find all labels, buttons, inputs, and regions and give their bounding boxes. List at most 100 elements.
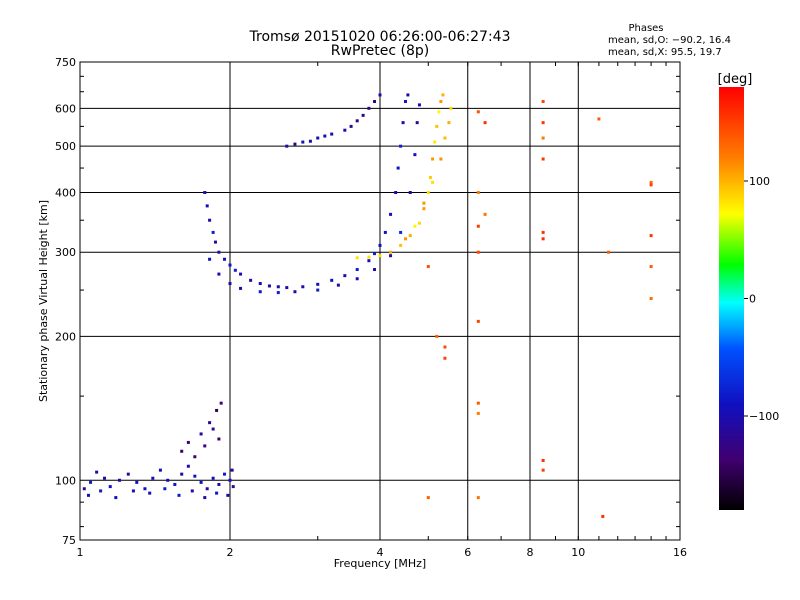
y-tick-label: 100 — [55, 474, 76, 487]
data-point — [213, 240, 217, 244]
data-point — [211, 230, 215, 234]
data-point — [383, 230, 387, 234]
data-point — [215, 408, 219, 412]
data-point — [173, 482, 177, 486]
data-point — [408, 190, 412, 194]
x-tick-label: 1 — [77, 546, 84, 559]
phase-stats-o: mean, sd,O: −90.2, 16.4 — [608, 35, 731, 46]
data-point — [114, 496, 118, 500]
data-point — [396, 166, 400, 170]
data-point — [230, 468, 234, 472]
data-point — [203, 496, 207, 500]
data-point — [399, 243, 403, 247]
data-point — [126, 472, 130, 476]
colorbar-tick-label: 100 — [749, 175, 770, 188]
data-point — [193, 455, 197, 459]
data-point — [367, 106, 371, 110]
data-point — [476, 319, 480, 323]
data-point — [439, 100, 443, 104]
data-point — [199, 480, 203, 484]
data-point — [293, 290, 297, 294]
data-point — [428, 175, 432, 179]
y-tick-label: 400 — [55, 186, 76, 199]
data-point — [378, 254, 382, 258]
data-point — [408, 234, 412, 238]
data-point — [437, 110, 441, 114]
y-tick-label: 500 — [55, 140, 76, 153]
data-point — [276, 291, 280, 295]
data-point — [131, 489, 135, 493]
data-point — [228, 478, 232, 482]
colorbar-gradient — [719, 87, 744, 510]
x-tick-label: 16 — [673, 546, 687, 559]
data-point — [399, 230, 403, 234]
data-point — [367, 259, 371, 263]
data-point — [441, 93, 445, 97]
colorbar-ticks: 100 0 −100 — [744, 175, 779, 423]
data-point — [82, 487, 86, 491]
data-point — [649, 180, 653, 184]
data-point — [151, 476, 155, 480]
data-point — [228, 263, 232, 267]
data-point — [476, 401, 480, 405]
x-tick-label: 6 — [464, 546, 471, 559]
data-point — [99, 489, 103, 493]
data-point — [233, 268, 237, 272]
data-point — [422, 207, 426, 211]
data-point — [285, 144, 289, 148]
data-point — [541, 157, 545, 161]
data-point — [211, 427, 215, 431]
data-point — [403, 100, 407, 104]
data-point — [361, 113, 365, 117]
data-point — [208, 257, 212, 261]
x-tick-label: 4 — [377, 546, 384, 559]
data-point — [135, 480, 139, 484]
plot-frame — [79, 61, 681, 541]
data-point — [301, 285, 305, 289]
data-point — [597, 117, 601, 121]
data-point — [108, 485, 112, 489]
data-point — [228, 282, 232, 286]
data-point — [476, 496, 480, 500]
data-point — [86, 493, 90, 497]
data-point — [483, 121, 487, 125]
data-point — [226, 493, 230, 497]
data-point — [378, 243, 382, 247]
colorbar-tick-label: −100 — [749, 410, 779, 423]
data-point — [103, 476, 107, 480]
data-point — [476, 110, 480, 114]
data-point — [217, 272, 221, 276]
data-point — [349, 124, 353, 128]
data-point — [208, 218, 212, 222]
data-point — [426, 265, 430, 269]
data-point — [443, 356, 447, 360]
data-point — [215, 491, 219, 495]
data-point — [316, 288, 320, 292]
data-point — [373, 100, 377, 104]
data-point — [431, 180, 435, 184]
data-point — [649, 234, 653, 238]
data-point — [211, 476, 215, 480]
phase-stats-x: mean, sd,X: 95.5, 19.7 — [608, 47, 722, 58]
data-point — [293, 142, 297, 146]
data-point — [476, 411, 480, 415]
data-point — [203, 444, 207, 448]
data-point — [267, 284, 271, 288]
data-point — [208, 421, 212, 425]
data-point — [394, 190, 398, 194]
data-point — [541, 100, 545, 104]
data-point — [373, 252, 377, 256]
data-point — [193, 474, 197, 478]
data-point — [541, 121, 545, 125]
data-point — [373, 268, 377, 272]
y-tick-label: 600 — [55, 102, 76, 115]
data-point — [355, 119, 359, 123]
data-point — [343, 274, 347, 278]
data-point — [258, 290, 262, 294]
data-point — [336, 283, 340, 287]
data-point — [323, 134, 327, 138]
data-point — [649, 265, 653, 269]
data-point — [406, 93, 410, 97]
data-point — [433, 140, 437, 144]
data-point — [449, 106, 453, 110]
